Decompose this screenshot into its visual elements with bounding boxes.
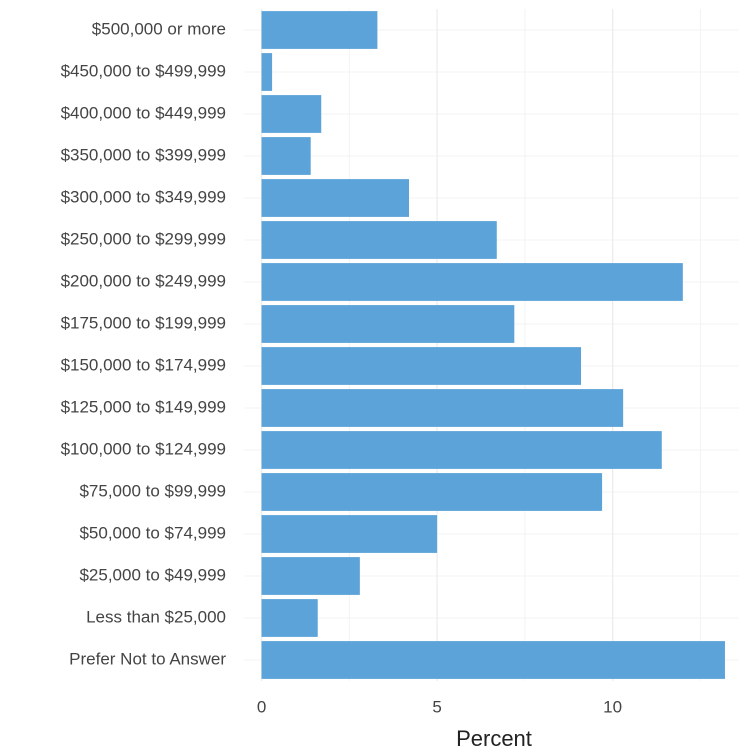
bar — [261, 305, 515, 343]
bar — [261, 389, 624, 427]
bar — [261, 431, 662, 469]
bar — [261, 11, 378, 49]
y-tick-label: Less than $25,000 — [86, 607, 226, 626]
y-tick-label: $500,000 or more — [92, 19, 226, 38]
bar — [261, 473, 603, 511]
bar — [261, 53, 273, 91]
bar — [261, 179, 409, 217]
x-axis-title: Percent — [456, 726, 532, 751]
y-tick-label: $75,000 to $99,999 — [79, 481, 226, 500]
y-tick-label: $100,000 to $124,999 — [61, 439, 226, 458]
y-tick-label: $200,000 to $249,999 — [61, 271, 226, 290]
y-tick-label: $350,000 to $399,999 — [61, 145, 226, 164]
bar — [261, 515, 438, 553]
bar — [261, 641, 725, 679]
y-tick-label: $150,000 to $174,999 — [61, 355, 226, 374]
y-tick-label: $250,000 to $299,999 — [61, 229, 226, 248]
y-tick-label: $50,000 to $74,999 — [79, 523, 226, 542]
y-tick-label: $450,000 to $499,999 — [61, 61, 226, 80]
y-tick-label: $25,000 to $49,999 — [79, 565, 226, 584]
bar — [261, 347, 582, 385]
bar — [261, 557, 360, 595]
y-tick-label: $400,000 to $449,999 — [61, 103, 226, 122]
x-tick-label: 5 — [432, 697, 441, 716]
y-tick-label: $125,000 to $149,999 — [61, 397, 226, 416]
bar — [261, 599, 318, 637]
bar — [261, 137, 311, 175]
x-tick-label: 10 — [603, 697, 622, 716]
y-tick-label: $300,000 to $349,999 — [61, 187, 226, 206]
y-tick-label: $175,000 to $199,999 — [61, 313, 226, 332]
bar — [261, 95, 322, 133]
y-tick-label: Prefer Not to Answer — [69, 649, 226, 668]
bar — [261, 221, 497, 259]
x-tick-label: 0 — [257, 697, 266, 716]
bar — [261, 263, 683, 301]
